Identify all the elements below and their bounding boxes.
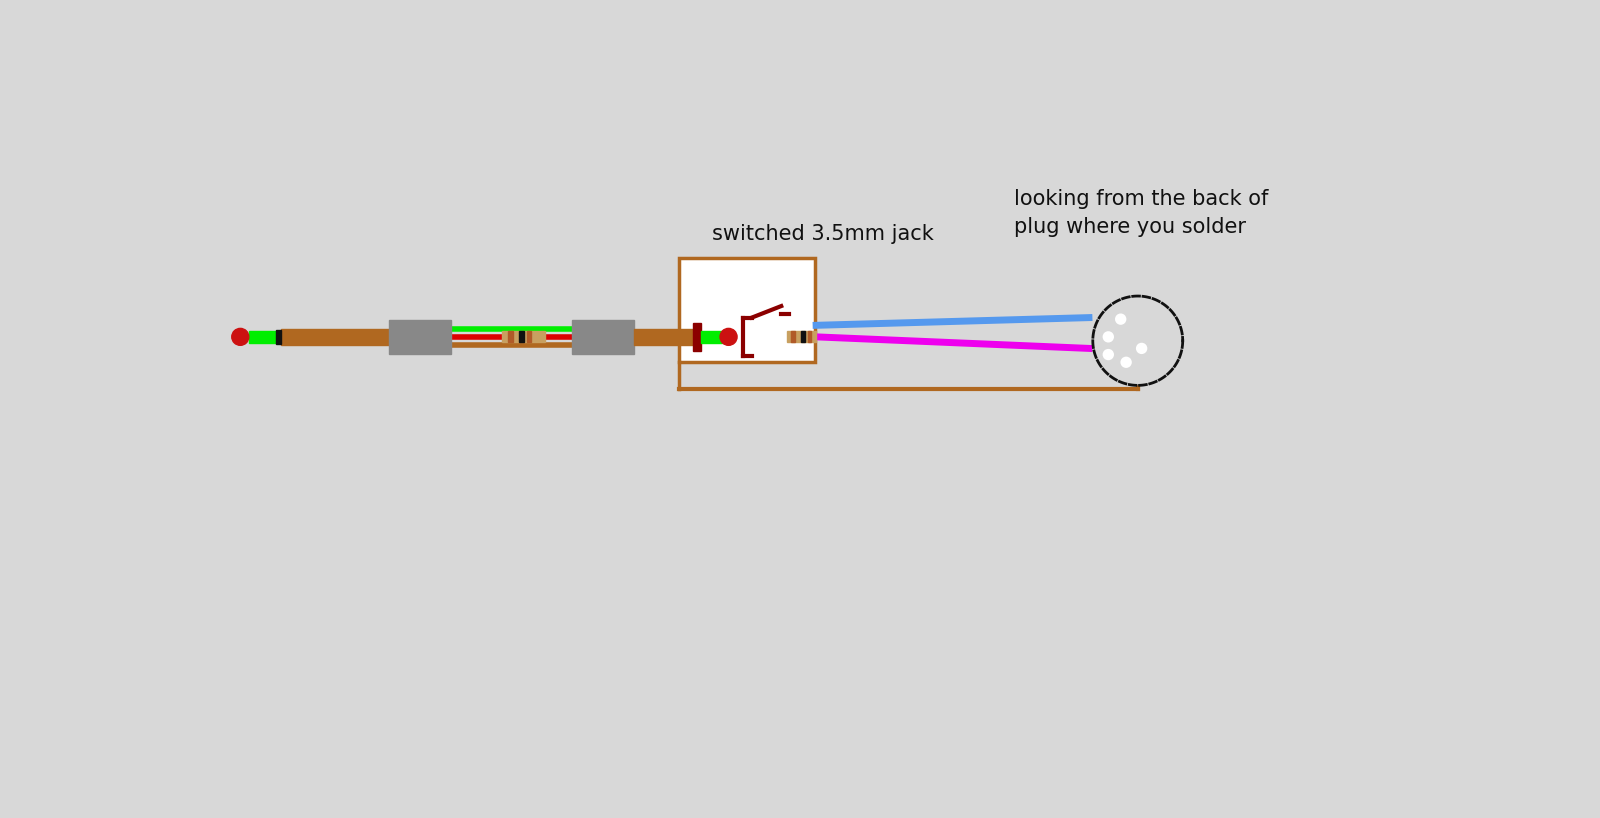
Bar	[792, 331, 795, 342]
Bar	[701, 330, 722, 343]
Circle shape	[1138, 344, 1146, 353]
Circle shape	[1104, 332, 1114, 341]
Bar	[275, 330, 280, 344]
Bar	[800, 331, 805, 342]
Circle shape	[1104, 350, 1114, 359]
Bar	[526, 331, 531, 342]
Circle shape	[1122, 357, 1131, 367]
Bar	[250, 330, 275, 343]
Bar	[389, 320, 451, 354]
Bar	[678, 258, 814, 362]
Bar	[509, 331, 514, 342]
Bar	[787, 331, 816, 342]
Text: switched 3.5mm jack: switched 3.5mm jack	[712, 224, 933, 245]
Bar	[502, 331, 546, 342]
Bar	[573, 320, 634, 354]
Circle shape	[720, 328, 738, 345]
Bar	[634, 329, 696, 344]
Text: looking from the back of
plug where you solder: looking from the back of plug where you …	[1014, 189, 1269, 236]
Circle shape	[1093, 297, 1182, 384]
Bar	[520, 331, 523, 342]
Circle shape	[232, 328, 250, 345]
Bar	[280, 329, 389, 344]
Circle shape	[1117, 315, 1125, 324]
Bar	[693, 323, 701, 351]
Bar	[808, 331, 811, 342]
